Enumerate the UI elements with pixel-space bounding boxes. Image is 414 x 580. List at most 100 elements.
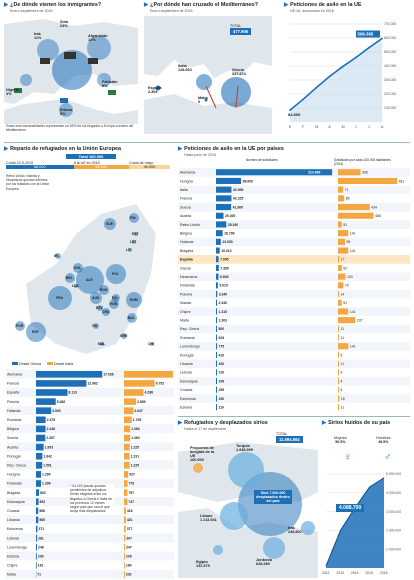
value-por-habitante: 17: [341, 258, 345, 262]
value-por-habitante: 14: [341, 292, 345, 296]
bubble-siria: [52, 50, 92, 90]
value-grecia: 1.642: [43, 454, 52, 458]
panel1-subtitle: Enero-septiembre de 2016: [10, 9, 53, 13]
bar-italia: [124, 498, 128, 505]
value-italia: 416: [127, 509, 133, 513]
quota-value-2: 54.000: [73, 165, 129, 169]
quota-value-1: 66.000: [6, 165, 74, 169]
panel2-total: TOTAL 477.906: [230, 24, 252, 35]
y-tick-label: 700.000: [384, 22, 396, 26]
value-por-habitante: 486: [375, 214, 381, 218]
row-bg: [6, 442, 174, 452]
bar-italia: [124, 516, 126, 524]
value-grecia: 281: [38, 536, 44, 540]
bar-solicitudes: [216, 395, 217, 402]
value-por-habitante: 434: [371, 205, 377, 209]
value-solicitudes: 150: [219, 397, 225, 401]
country-label: Dinamarca: [180, 275, 197, 279]
value-solicitudes: 1.303: [219, 319, 228, 323]
map-label-esv: ESV: [96, 306, 104, 310]
reparto-country-label: Eslovaquia: [7, 500, 25, 504]
countries-subtitle: Hasta junio de 2016: [184, 153, 216, 157]
sirios-line-chart: 1.000.000 2.000.000 3.000.000 4.000.000 5.00…: [322, 472, 401, 575]
label-irak-sirios: Irak 248.802: [288, 526, 302, 534]
bubble-libano: [220, 502, 248, 530]
bar-solicitudes: [216, 273, 219, 280]
x-tick-label: A: [381, 125, 384, 129]
value-solicitudes: 68.000: [243, 179, 253, 183]
country-label: España: [180, 258, 194, 262]
bar-grecia: [36, 525, 38, 533]
map-label-mal: MAL: [98, 342, 105, 346]
row-bg: [178, 394, 410, 403]
value-italia: 757: [128, 491, 134, 495]
value-italia: 2.659: [137, 400, 146, 404]
value-italia: 6.752: [156, 382, 165, 386]
map-label-bul: BUL: [128, 316, 135, 320]
quota-label-1: Cuota 22-9-2015: [6, 161, 33, 165]
reparto-country-label: Rep. Checa: [7, 464, 26, 468]
value-solicitudes: 155: [219, 388, 225, 392]
bar-solicitudes: [216, 282, 218, 289]
row-bg: [6, 569, 174, 579]
map-label-lit: LIT: [126, 248, 132, 252]
women-icon: ♀: [344, 452, 352, 463]
x-tick-label: J: [368, 125, 370, 129]
bar-grecia: [36, 543, 37, 551]
value-grecia: 248: [38, 545, 44, 549]
reparto-country-label: Croacia: [7, 509, 19, 513]
bubble-sue: [104, 218, 116, 230]
bubble-hun: [109, 299, 119, 309]
panel1-map: [4, 14, 138, 124]
bar-por-habitante: [338, 317, 356, 324]
quota-value-3: 40.000: [129, 165, 170, 169]
value-grecia: 371: [38, 527, 44, 531]
label-italia: Italia 128.063: [178, 64, 192, 72]
bar-solicitudes: [216, 343, 217, 350]
value-grecia: 3.900: [52, 409, 61, 413]
x-tick-label: 2012: [322, 571, 330, 575]
row-bg: [6, 460, 174, 470]
map-label-gre: GRE: [120, 334, 128, 338]
value-grecia: 1.294: [42, 473, 51, 477]
row-bg: [178, 237, 410, 247]
y-tick-label: 2.000.000: [386, 529, 401, 533]
bar-solicitudes: [216, 360, 217, 367]
bar-por-habitante: [338, 256, 340, 263]
panel4-legend: Desde Grecia Desde Italia: [12, 362, 73, 366]
data-point: [289, 109, 291, 112]
value-solicitudes: 775: [219, 345, 225, 349]
bubble-esv: [97, 305, 103, 311]
value-solicitudes: 410: [219, 353, 225, 357]
reparto-country-label: Lituania: [7, 518, 20, 522]
bar-grecia: [36, 434, 46, 442]
value-por-habitante: 141: [350, 249, 356, 253]
panel3-title: ▶ Peticiones de asilo en la UE: [284, 2, 362, 8]
reparto-country-label: Holanda: [7, 409, 20, 413]
value-italia: 1.225: [131, 464, 140, 468]
value-grecia: 568: [39, 509, 45, 513]
x-tick-label: 2013: [337, 571, 345, 575]
reparto-country-label: Luxemburgo: [7, 545, 27, 549]
bar-solicitudes: [216, 351, 217, 358]
p5-total-value: 11.694.664: [276, 436, 303, 443]
row-bg: [178, 272, 410, 282]
label-egipto: Egipto 132.375: [196, 560, 210, 568]
row-bg: [6, 478, 174, 488]
value-solicitudes: 1.310: [219, 310, 228, 314]
bar-por-habitante: [338, 247, 349, 254]
bar-por-habitante: [338, 238, 345, 245]
bar-por-habitante: [338, 351, 339, 358]
bar-solicitudes: [216, 386, 217, 393]
value-por-habitante: 308: [362, 171, 368, 175]
country-label: Eslovenia: [180, 397, 196, 401]
value-grecia: 652: [40, 500, 46, 504]
label-eritrea: Eritrea 5%: [60, 108, 73, 116]
bar-solicitudes: [216, 264, 219, 271]
row-bg: [178, 307, 410, 316]
country-label: Lituania: [180, 362, 193, 366]
panel4-total: Total 160.000: [66, 154, 116, 159]
bar-grecia: [36, 398, 56, 405]
map-label-let: LET: [130, 240, 137, 244]
reparto-country-label: Polonia: [7, 400, 19, 404]
